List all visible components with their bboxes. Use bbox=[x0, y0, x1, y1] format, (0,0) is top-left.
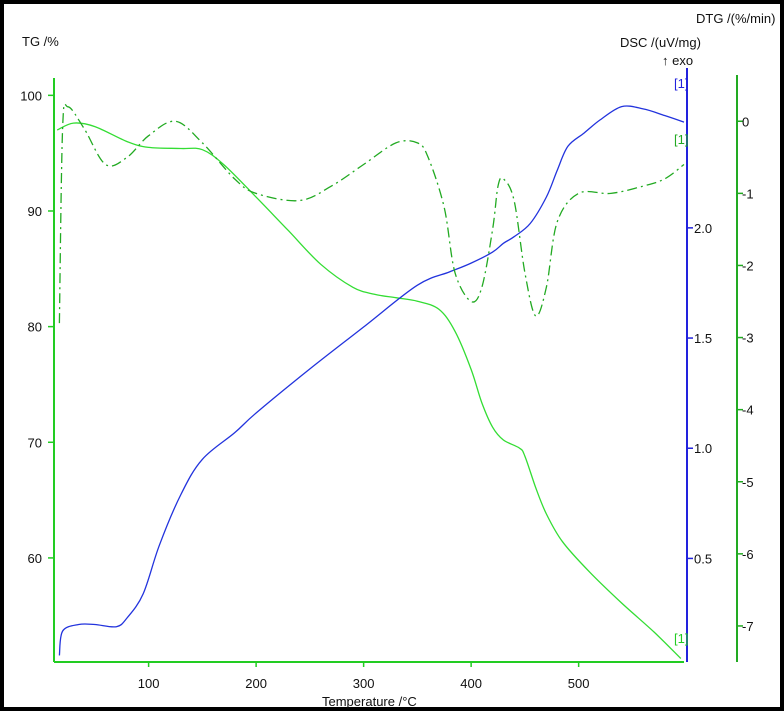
tg-tick-label: 70 bbox=[28, 435, 42, 450]
tg-tick-label: 60 bbox=[28, 551, 42, 566]
dsc-axis-title: DSC /(uV/mg) bbox=[620, 35, 701, 50]
dsc-tick-label: 0.5 bbox=[694, 551, 712, 566]
x-tick-label: 500 bbox=[568, 676, 590, 691]
tg-tick-label: 100 bbox=[20, 88, 42, 103]
x-tick-label: 400 bbox=[460, 676, 482, 691]
x-tick-label: 200 bbox=[245, 676, 267, 691]
dtg-axis-title: DTG /(%/min) bbox=[696, 11, 775, 26]
dtg-curve bbox=[58, 103, 685, 324]
tg-tick-label: 90 bbox=[28, 204, 42, 219]
tg-axis-title: TG /% bbox=[22, 34, 59, 49]
dtg-tick-label: -5 bbox=[742, 475, 754, 490]
dtg-tick-label: 0 bbox=[742, 114, 749, 129]
tg-curve bbox=[56, 122, 682, 659]
x-tick-label: 100 bbox=[138, 676, 160, 691]
dtg-segment-marker: [1] bbox=[674, 132, 688, 147]
dtg-tick-label: -6 bbox=[742, 547, 754, 562]
dtg-tick-label: -1 bbox=[742, 186, 754, 201]
tg-segment-marker: [1] bbox=[674, 631, 688, 646]
x-tick-label: 300 bbox=[353, 676, 375, 691]
chart-background bbox=[4, 4, 780, 707]
tg-tick-label: 80 bbox=[28, 320, 42, 335]
dsc-exo-annotation: ↑ exo bbox=[662, 53, 693, 68]
x-axis-title: Temperature /°C bbox=[322, 694, 417, 709]
data-curves bbox=[56, 103, 685, 659]
axis-ticks: 100 200 300 400 500 60 70 80 90 100 0.5 1.0 1.5 2.0 0 -… bbox=[20, 88, 753, 691]
dsc-tick-label: 1.0 bbox=[694, 441, 712, 456]
dsc-curve bbox=[58, 105, 685, 656]
dsc-tick-label: 2.0 bbox=[694, 221, 712, 236]
dsc-segment-marker: [1] bbox=[674, 76, 688, 91]
dtg-tick-label: -2 bbox=[742, 258, 754, 273]
dtg-tick-label: -3 bbox=[742, 331, 754, 346]
dsc-tick-label: 1.5 bbox=[694, 331, 712, 346]
dtg-tick-label: -4 bbox=[742, 403, 754, 418]
dtg-tick-label: -7 bbox=[742, 619, 754, 634]
